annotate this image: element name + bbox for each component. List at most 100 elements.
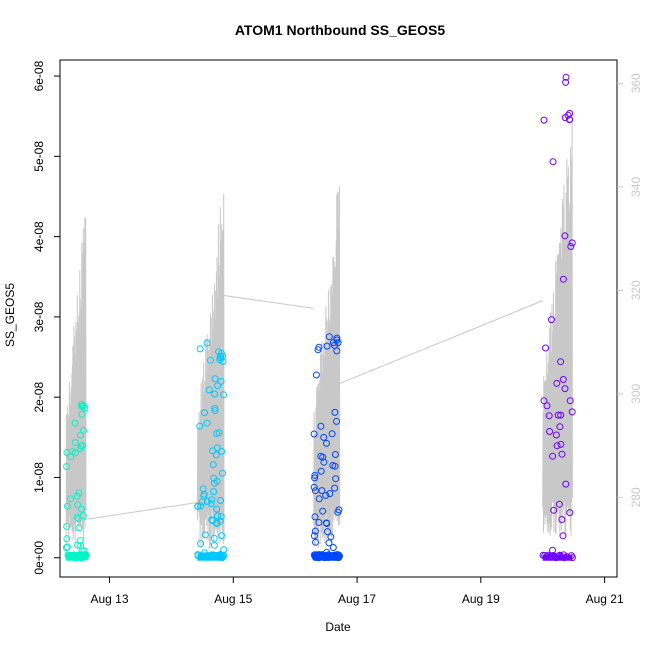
data-point [334,508,342,516]
data-point [203,419,211,427]
data-point [78,400,86,408]
data-point [217,377,225,385]
data-point [75,524,83,532]
data-point [209,461,217,469]
data-point [78,547,86,555]
data-point [323,342,331,350]
data-point [540,116,548,124]
data-point [220,391,227,399]
baseline-point-cluster [197,554,224,561]
data-point [63,463,71,470]
data-point [315,495,323,503]
data-point [74,541,82,549]
y-tick-label: 5e-08 [32,141,46,172]
data-point [63,535,71,543]
x-tick-label: Aug 17 [338,592,376,606]
secondary-line-segment [65,217,87,544]
data-point [331,408,339,416]
data-point [217,497,225,504]
data-point [310,532,318,540]
data-point [326,490,334,498]
y-tick-label: 1e-08 [32,462,46,493]
data-point [311,527,319,535]
data-point [213,477,221,485]
data-point [557,411,565,419]
data-point [320,458,328,466]
data-point [218,447,226,455]
data-point [197,502,205,510]
data-point [557,440,565,448]
data-point [312,371,320,379]
data-point [559,532,567,540]
x-tick-label: Aug 13 [90,592,128,606]
data-point [217,349,225,357]
data-point [546,428,554,435]
data-point [78,505,85,513]
data-point [568,239,576,247]
data-point [210,541,218,549]
data-point [208,516,216,524]
data-point [63,543,71,551]
data-point [543,402,551,410]
data-point [198,498,206,506]
data-point [210,488,218,496]
data-point [79,512,87,520]
data-point [327,533,335,541]
data-point [71,419,79,427]
data-point [314,346,322,354]
secondary-line-segment [313,186,341,549]
data-point [67,495,74,503]
data-point [216,356,224,364]
baseline-point-cluster [542,554,573,561]
data-point [558,450,566,458]
data-point [561,114,569,122]
data-point [542,344,549,352]
data-point [205,386,213,394]
data-point [549,158,557,166]
data-point [211,390,219,398]
data-point [333,334,341,342]
data-point [324,528,331,536]
data-point [212,451,220,459]
data-point [550,506,558,514]
data-point [329,544,337,551]
data-point [211,407,219,415]
data-point [63,523,71,530]
data-point [333,417,340,425]
data-point [215,429,223,437]
data-point [562,480,570,488]
data-point [332,475,340,483]
data-point [78,410,86,418]
data-point [73,513,81,521]
data-point [322,519,330,527]
data-point [211,375,219,383]
data-point [555,500,563,508]
data-point [197,540,205,548]
x-tick-label: Aug 19 [462,592,500,606]
data-point [311,474,319,482]
plot-frame [59,59,618,578]
data-point [71,439,79,447]
data-point [566,509,574,517]
y-tick-label: 2e-08 [32,382,46,413]
data-point [548,316,555,324]
secondary-line-connector [223,294,314,309]
x-tick-label: Aug 21 [586,592,624,606]
data-point [217,513,225,520]
data-point [319,507,327,515]
data-point [320,433,328,441]
data-point [319,453,327,461]
data-point [210,534,218,542]
data-point [219,469,226,477]
data-point [71,449,79,457]
data-point [331,462,339,470]
scatter-points [62,73,576,562]
data-point [317,467,325,475]
data-point [568,408,576,416]
chart-title: ATOM1 Northbound SS_GEOS5 [235,22,445,38]
data-point [561,385,569,393]
secondary-line-connector [339,300,543,384]
y2-tick-label: 320 [629,280,643,300]
